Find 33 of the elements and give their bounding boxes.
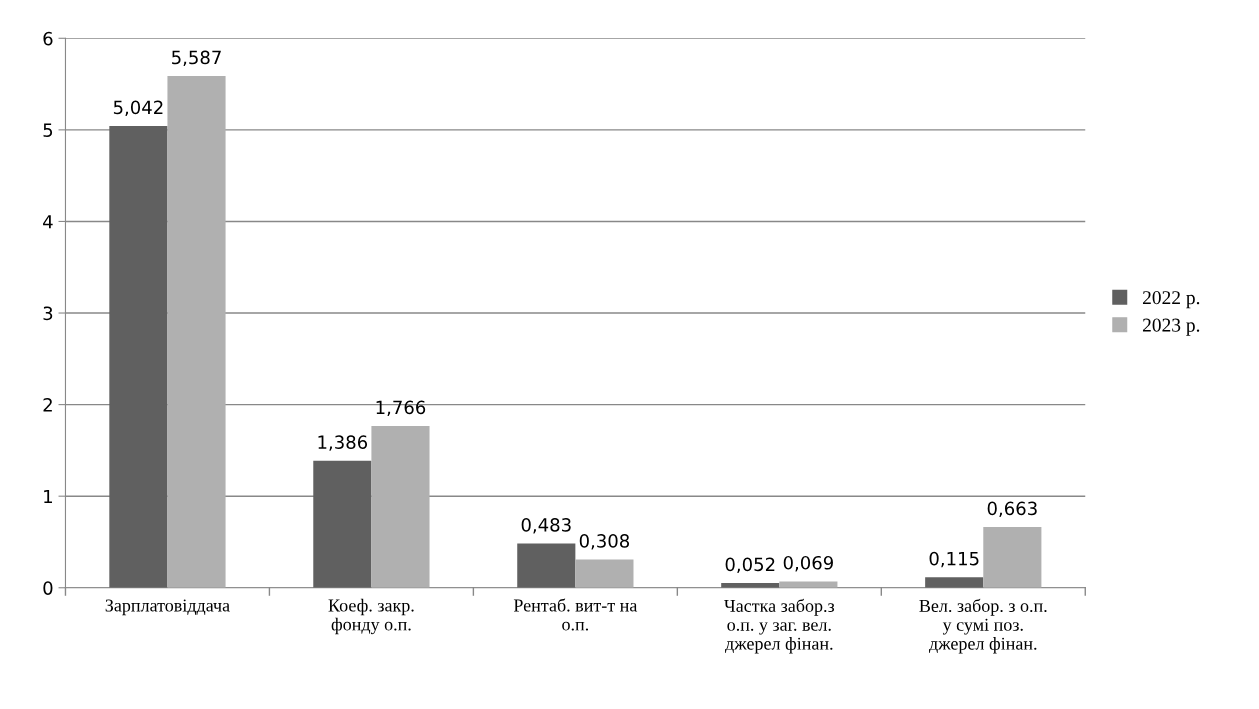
y-tick-label: 6 — [43, 31, 53, 46]
data-label: 1,766 — [376, 400, 426, 417]
bar — [371, 426, 430, 588]
x-tick-label: Зарплатовіддача — [105, 599, 230, 616]
x-tick-label: Рентаб. вит-т на о.п. — [513, 598, 638, 631]
data-label: 5,587 — [172, 50, 221, 67]
data-label: 0,069 — [783, 555, 833, 572]
data-label: 0,483 — [521, 518, 571, 534]
legend-label: 2023 р. — [1142, 318, 1200, 336]
data-label: 0,115 — [929, 551, 979, 568]
y-tick-label: 3 — [43, 306, 53, 321]
data-label: 0,308 — [579, 534, 630, 550]
bar — [925, 577, 984, 588]
bar — [779, 581, 838, 588]
x-tick-label: Вел. забор. з о.п. у сумі поз. джерел фінан. — [919, 598, 1047, 654]
bar — [109, 126, 168, 588]
y-tick-label: 5 — [43, 123, 53, 137]
bar — [167, 76, 226, 588]
y-tick-label: 4 — [43, 215, 53, 229]
x-tick-label: Коеф. закр. фонду о.п. — [328, 598, 414, 635]
data-label: 0,663 — [987, 501, 1037, 518]
y-tick-label: 0 — [43, 581, 53, 595]
bar — [575, 559, 634, 588]
y-tick-label: 1 — [44, 489, 52, 504]
x-tick-label: Частка забор.з о.п. у заг. вел. джерел фінан. — [724, 598, 835, 654]
bar — [983, 527, 1042, 588]
data-label: 5,042 — [113, 100, 163, 117]
legend-label: 2022 р. — [1142, 291, 1200, 309]
data-label: 1,386 — [318, 435, 368, 451]
y-tick-label: 2 — [43, 398, 52, 412]
data-label: 0,052 — [725, 557, 775, 574]
bar — [313, 460, 372, 588]
bar — [517, 543, 576, 588]
